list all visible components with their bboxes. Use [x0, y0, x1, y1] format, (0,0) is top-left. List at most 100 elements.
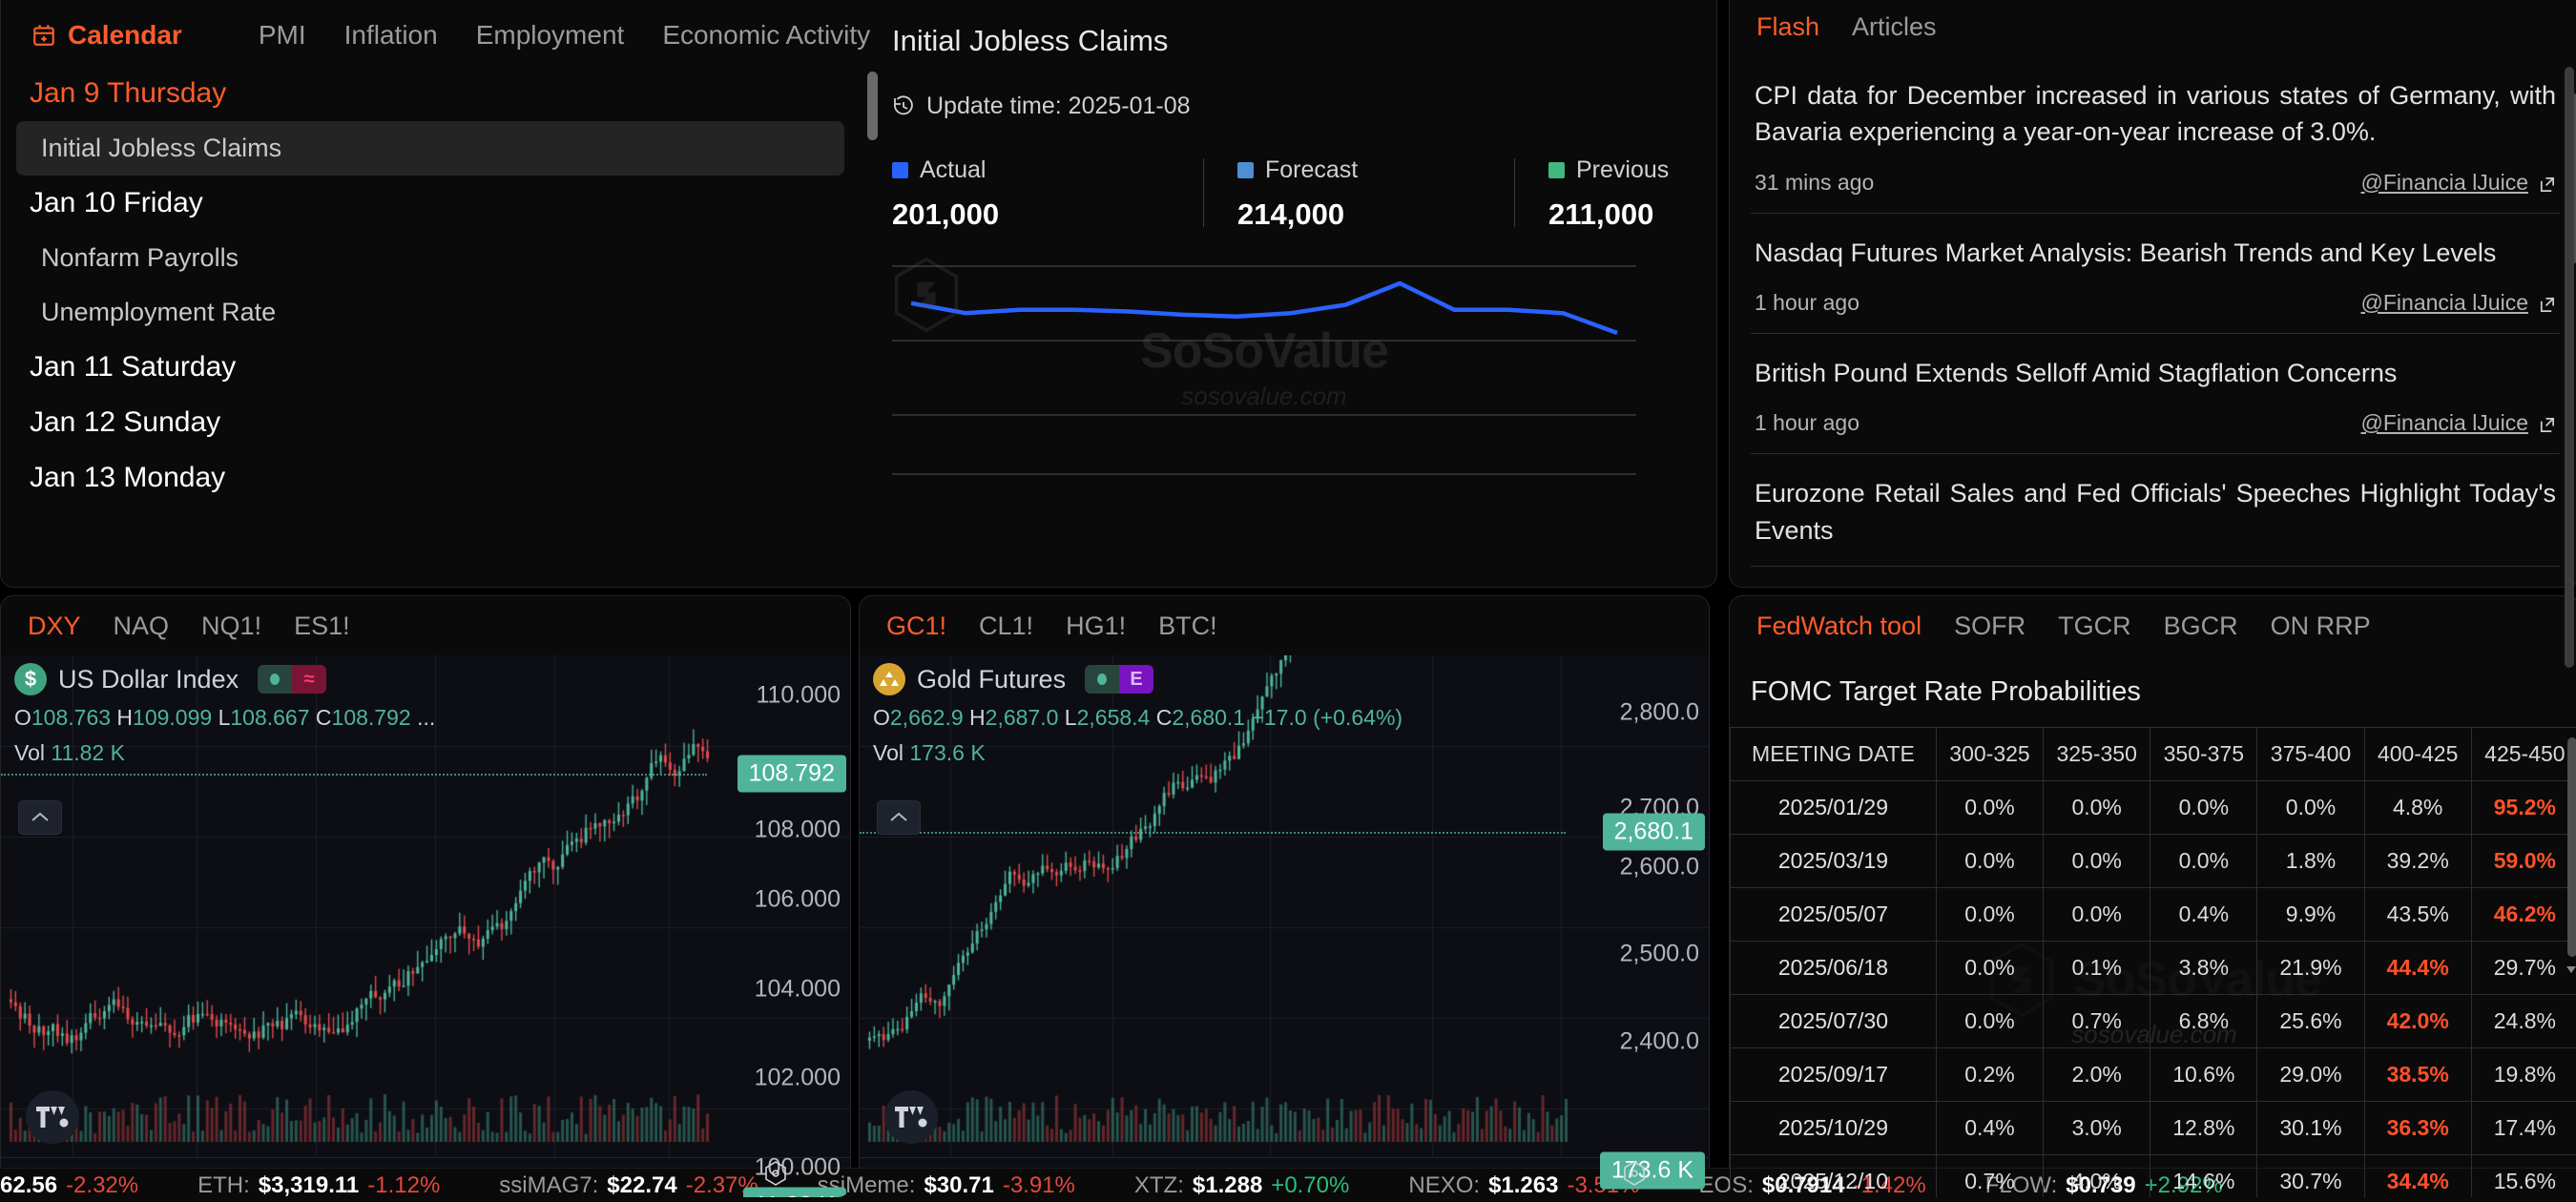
tab-news-flash[interactable]: Flash: [1756, 11, 1820, 41]
price-axis-tick: 110.000: [756, 681, 841, 709]
news-item[interactable]: CPI data for December increased in vario…: [1751, 56, 2560, 214]
gold-price-axis[interactable]: 2,800.0 2,700.0 2,600.0 2,500.0 2,400.0 2,680…: [1566, 655, 1709, 1197]
ticker-symbol: ssiMAG7:: [499, 1171, 599, 1198]
ticker-change: -2.32%: [66, 1171, 139, 1198]
last-price-badge: 2,680.1: [1602, 813, 1705, 851]
table-column-header: 325-350: [2043, 727, 2151, 781]
tab-fed-bgcr[interactable]: BGCR: [2163, 611, 2238, 640]
news-meta: 31 mins ago @Financia lJuice: [1755, 170, 2556, 196]
news-timestamp: 1 hour ago: [1755, 289, 1859, 315]
dollar-badge-icon: $: [14, 663, 47, 695]
stat-block: Forecast 214,000: [1203, 156, 1480, 232]
probability-cell: 21.9%: [2256, 941, 2365, 995]
ticker-item[interactable]: ssiMeme: $30.71 -3.91%: [818, 1172, 1075, 1199]
gold-high-label: H: [969, 705, 986, 730]
news-source-link[interactable]: @Financia lJuice: [2361, 290, 2556, 316]
ticker-item[interactable]: ssiMAG7: $22.74 -2.37%: [499, 1172, 758, 1199]
gold-ohlc-row: O2,662.9 H2,687.0 L2,658.4 C2,680.1 +17.…: [873, 705, 1402, 731]
probability-cell: 4.0%: [2043, 1154, 2151, 1197]
stat-block: Actual 201,000: [892, 156, 1169, 232]
delayed-data-icon: ≈: [292, 665, 327, 694]
calendar-day-header: Jan 9 Thursday: [30, 77, 227, 109]
ticker-item[interactable]: ETH: $3,319.11 -1.12%: [197, 1172, 440, 1199]
last-price-dotted-line: [1, 774, 707, 776]
news-item[interactable]: Eurozone Retail Sales and Fed Officials'…: [1751, 454, 2560, 567]
probability-cell: 24.8%: [2470, 994, 2576, 1048]
ticker-item[interactable]: XTZ: $1.288 +0.70%: [1134, 1172, 1349, 1199]
probability-cell: 30.7%: [2256, 1154, 2365, 1197]
news-source-link[interactable]: @Financia lJuice: [2361, 170, 2556, 196]
fedwatch-scroll-down-icon[interactable]: [2565, 963, 2576, 981]
stat-label-row: Actual: [892, 156, 1169, 184]
meeting-date-cell: 2025/10/29: [1730, 1101, 1937, 1155]
probability-cell: 0.2%: [1935, 1047, 2045, 1102]
tab-fed-sofr[interactable]: SOFR: [1954, 611, 2026, 640]
fedwatch-title: FOMC Target Rate Probabilities: [1751, 676, 2141, 707]
page-scrollbar-track[interactable]: [2565, 10, 2574, 1192]
probability-cell: 29.0%: [2256, 1047, 2365, 1102]
calendar-event-item[interactable]: Initial Jobless Claims: [16, 121, 844, 176]
tab-dxy-nq1[interactable]: NQ1!: [201, 611, 262, 640]
probability-cell: 29.7%: [2470, 941, 2576, 995]
probability-cell: 3.8%: [2150, 941, 2258, 995]
probability-cell: 44.4%: [2363, 941, 2472, 995]
fedwatch-scrollbar[interactable]: [2567, 737, 2576, 957]
calendar-plus-icon: [31, 23, 56, 48]
probability-cell: 42.0%: [2363, 994, 2472, 1048]
calendar-day-header: Jan 12 Sunday: [30, 406, 221, 438]
calendar-event-item[interactable]: Nonfarm Payrolls: [41, 243, 239, 272]
dxy-price-axis[interactable]: 110.000 108.000 106.000 104.000 102.000 100.0…: [707, 655, 850, 1197]
table-row: 2025/01/29 0.0% 0.0% 0.0% 0.0% 4.8% 95.2%: [1730, 780, 2576, 835]
table-column-header: 375-400: [2256, 727, 2365, 781]
calendar-day-header: Jan 13 Monday: [30, 462, 226, 493]
news-item[interactable]: Nasdaq Futures Market Analysis: Bearish …: [1751, 214, 2560, 334]
meeting-date-cell: 2025/03/19: [1730, 834, 1937, 888]
market-open-dot-icon: [258, 665, 293, 694]
tab-dxy-es1[interactable]: ES1!: [294, 611, 350, 640]
tab-gold-btc[interactable]: BTC!: [1158, 611, 1217, 640]
gold-collapse-legend-button[interactable]: [877, 800, 921, 835]
tab-fed-tgcr[interactable]: TGCR: [2058, 611, 2131, 640]
news-title: CPI data for December increased in vario…: [1755, 81, 2556, 147]
tab-fed-on-rrp[interactable]: ON RRP: [2270, 611, 2371, 640]
dxy-symbol-name: US Dollar Index: [58, 664, 239, 694]
probability-cell: 0.0%: [2150, 834, 2258, 888]
calendar-detail-scrollbar[interactable]: [867, 72, 878, 140]
tab-news-articles[interactable]: Articles: [1852, 11, 1937, 41]
tab-pmi[interactable]: PMI: [258, 20, 306, 50]
gold-chart-area[interactable]: Gold Futures E O2,662.9 H2,687.0 L2,658.…: [860, 655, 1709, 1197]
ticker-price: $1.288: [1192, 1171, 1263, 1198]
tab-dxy-dxy[interactable]: DXY: [28, 611, 81, 640]
dxy-ohlc-ellipsis[interactable]: ...: [417, 705, 436, 730]
page-scrollbar-thumb[interactable]: [2565, 67, 2574, 668]
tab-dxy-naq[interactable]: NAQ: [113, 611, 170, 640]
gold-low-label: L: [1064, 705, 1077, 730]
gold-axis-settings-icon[interactable]: [1619, 1158, 1650, 1193]
probability-cell: 0.0%: [1935, 887, 2045, 942]
stat-label: Previous: [1576, 156, 1670, 183]
tab-calendar[interactable]: Calendar: [31, 20, 182, 51]
dxy-chart-area[interactable]: $ US Dollar Index ≈ O108.763 H109.099 L1…: [1, 655, 850, 1197]
tab-employment[interactable]: Employment: [475, 20, 625, 50]
tradingview-logo: [26, 1090, 79, 1144]
tab-economic-activity[interactable]: Economic Activity: [662, 20, 871, 50]
calendar-event-item[interactable]: Unemployment Rate: [41, 298, 277, 326]
probability-cell: 4.8%: [2363, 780, 2472, 835]
dxy-collapse-legend-button[interactable]: [18, 800, 62, 835]
news-source-link[interactable]: @Financia lJuice: [2361, 410, 2556, 436]
dxy-volume-label: Vol: [14, 740, 45, 765]
tab-gold-hg1[interactable]: HG1!: [1066, 611, 1127, 640]
news-source-label: @Financia lJuice: [2360, 169, 2528, 195]
tab-gold-cl1[interactable]: CL1!: [979, 611, 1034, 640]
ticker-item[interactable]: 62.56 -2.32%: [0, 1172, 138, 1199]
dxy-open-label: O: [14, 705, 31, 730]
news-item[interactable]: British Pound Extends Selloff Amid Stagf…: [1751, 334, 2560, 455]
stat-label-row: Forecast: [1237, 156, 1480, 184]
probability-cell: 9.9%: [2256, 887, 2365, 942]
tab-inflation[interactable]: Inflation: [343, 20, 438, 50]
market-open-dot-icon: [1085, 665, 1120, 694]
news-source-label: @Financia lJuice: [2360, 289, 2528, 315]
tab-fed-fedwatch-tool[interactable]: FedWatch tool: [1756, 611, 1922, 640]
dxy-axis-settings-icon[interactable]: [760, 1158, 791, 1193]
tab-gold-gc1[interactable]: GC1!: [886, 611, 947, 640]
